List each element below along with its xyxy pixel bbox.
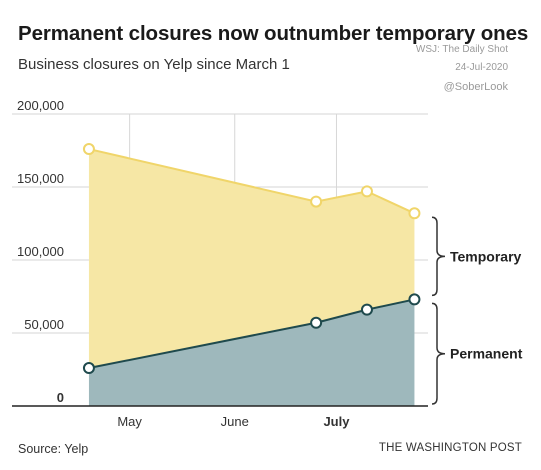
point-total (360, 185, 373, 198)
y-tick-label: 0 (57, 390, 64, 405)
point-total (82, 143, 95, 156)
publisher-credit: THE WASHINGTON POST (378, 442, 522, 454)
point-permanent (82, 362, 95, 375)
point-permanent (408, 293, 421, 306)
total-line (88, 148, 415, 215)
x-tick-label: May (117, 414, 142, 429)
x-axis-ticks: May June July (117, 414, 350, 429)
temporary-label: Temporary (450, 248, 522, 264)
watermark-handle: @SoberLook (443, 81, 508, 93)
data-points (82, 143, 421, 375)
x-tick-label: June (221, 414, 249, 429)
chart-title: Permanent closures now outnumber tempora… (18, 22, 529, 45)
point-total (310, 195, 323, 208)
point-permanent (360, 303, 373, 316)
source-note: Source: Yelp (18, 442, 89, 456)
temporary-bracket (431, 216, 446, 297)
watermark-date: 24-Jul-2020 (455, 62, 508, 73)
y-axis-ticks: 0 50,000 100,000 150,000 200,000 (17, 98, 64, 405)
permanent-line (88, 298, 415, 370)
watermark-source: WSJ: The Daily Shot (415, 44, 508, 55)
series-brackets: Temporary Permanent (431, 216, 523, 405)
y-tick-label: 50,000 (24, 317, 64, 332)
temporary-area (88, 149, 415, 369)
permanent-area (88, 299, 415, 406)
chart-subtitle: Business closures on Yelp since March 1 (18, 56, 290, 73)
point-total (408, 207, 421, 220)
x-tick-label: July (323, 414, 350, 429)
permanent-bracket (431, 302, 446, 405)
permanent-label: Permanent (450, 346, 523, 362)
y-tick-label: 150,000 (17, 171, 64, 186)
point-permanent (310, 316, 323, 329)
y-tick-label: 200,000 (17, 98, 64, 113)
y-tick-label: 100,000 (17, 244, 64, 259)
